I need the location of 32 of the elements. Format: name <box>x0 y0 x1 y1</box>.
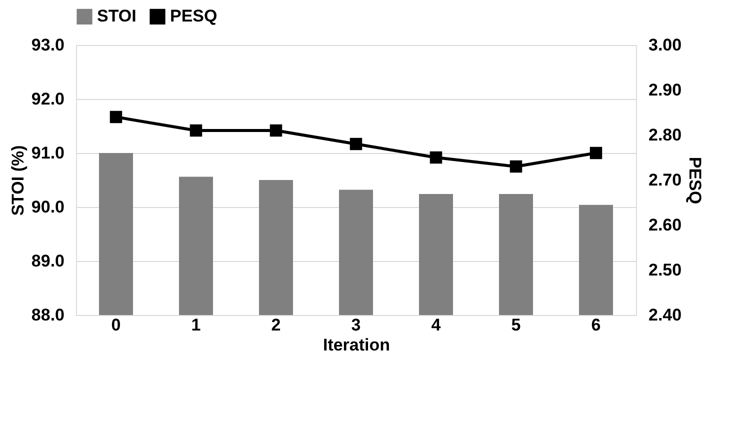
legend-label: PESQ <box>170 6 218 26</box>
y-tick-label: 93.0 <box>31 36 64 54</box>
y2-axis-title: PESQ <box>686 156 705 204</box>
y2-tick-label: 2.50 <box>648 260 682 280</box>
y2-tick-label: 2.70 <box>648 170 682 190</box>
x-tick-label: 5 <box>511 316 521 334</box>
x-tick-label: 4 <box>431 316 442 334</box>
x-tick-label: 3 <box>351 316 361 334</box>
x-tick-label: 0 <box>111 316 121 334</box>
y2-tick-label: 2.80 <box>648 126 682 144</box>
point <box>110 110 122 124</box>
x-axis-title: Iteration <box>322 336 390 354</box>
legend-label: STOI <box>97 6 136 26</box>
y-tick-label: 88.0 <box>31 306 64 324</box>
y-axis-title: STOI (%) <box>8 145 28 216</box>
y2-tick-label: 2.90 <box>648 80 682 100</box>
point <box>270 124 282 137</box>
y-tick-label: 90.0 <box>31 198 64 216</box>
y2-tick-label: 2.40 <box>648 306 682 324</box>
y-tick-label: 92.0 <box>31 90 64 108</box>
y-tick-label: 91.0 <box>31 144 64 162</box>
y2-tick-label: 2.60 <box>648 216 682 234</box>
x-tick-label: 6 <box>591 316 601 334</box>
y-tick-label: 89.0 <box>31 252 64 270</box>
point <box>430 151 442 164</box>
point <box>510 160 522 173</box>
x-tick-label: 1 <box>191 316 201 334</box>
point <box>590 146 602 160</box>
y2-tick-label: 3.00 <box>648 36 682 54</box>
point <box>190 124 202 137</box>
x-tick-label: 2 <box>271 316 281 334</box>
point <box>350 138 362 150</box>
